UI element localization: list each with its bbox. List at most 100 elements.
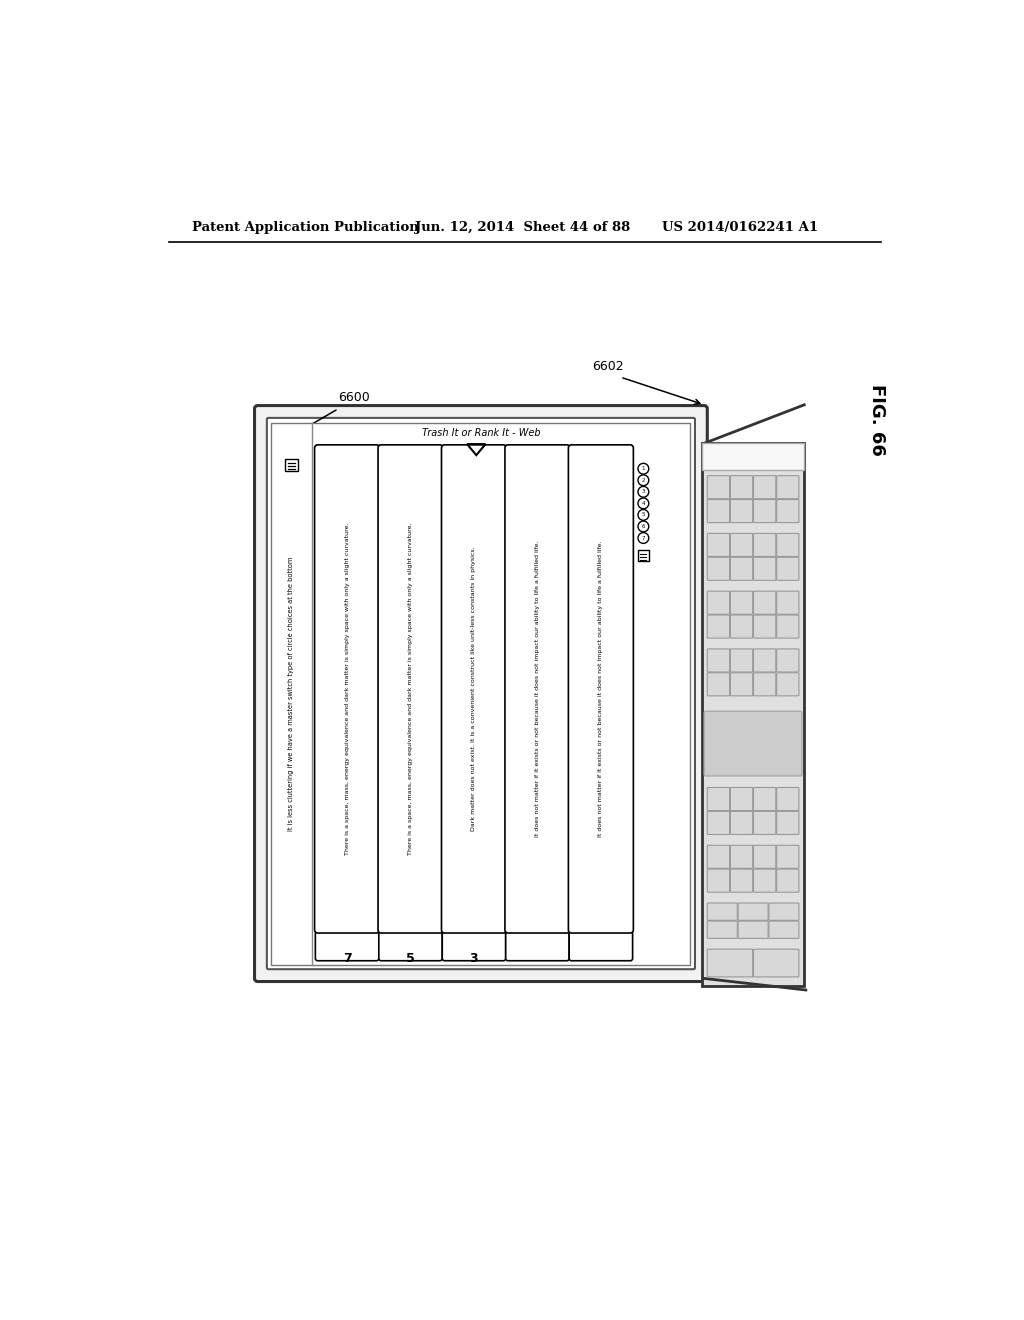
Text: FIG. 66: FIG. 66 (868, 384, 887, 457)
FancyBboxPatch shape (730, 591, 753, 614)
FancyBboxPatch shape (776, 673, 799, 696)
Text: There is a space, mass, energy equivalence and dark matter is simply space with : There is a space, mass, energy equivalen… (345, 523, 349, 855)
FancyBboxPatch shape (738, 903, 768, 920)
FancyBboxPatch shape (754, 812, 776, 834)
FancyBboxPatch shape (730, 812, 753, 834)
Text: 6602: 6602 (593, 360, 625, 372)
FancyBboxPatch shape (708, 949, 753, 977)
FancyBboxPatch shape (776, 475, 799, 499)
Text: It is less cluttering if we have a master switch type of circle choices at the b: It is less cluttering if we have a maste… (289, 556, 295, 830)
FancyBboxPatch shape (314, 445, 380, 933)
Text: 7: 7 (343, 952, 351, 965)
FancyBboxPatch shape (730, 475, 753, 499)
Text: 5: 5 (642, 512, 645, 517)
FancyBboxPatch shape (776, 557, 799, 581)
FancyBboxPatch shape (730, 869, 753, 892)
FancyBboxPatch shape (708, 557, 730, 581)
Text: 6610: 6610 (346, 871, 378, 884)
FancyBboxPatch shape (776, 591, 799, 614)
FancyBboxPatch shape (569, 932, 633, 961)
Text: There is a space, mass, energy equivalence and dark matter is simply space with : There is a space, mass, energy equivalen… (408, 523, 413, 855)
FancyBboxPatch shape (754, 649, 776, 672)
Text: 6600: 6600 (339, 391, 371, 404)
FancyBboxPatch shape (754, 845, 776, 869)
FancyBboxPatch shape (315, 932, 379, 961)
FancyBboxPatch shape (708, 673, 730, 696)
FancyBboxPatch shape (708, 869, 730, 892)
Text: 4: 4 (642, 500, 645, 506)
FancyBboxPatch shape (754, 591, 776, 614)
FancyBboxPatch shape (776, 499, 799, 523)
FancyBboxPatch shape (776, 649, 799, 672)
Text: 6606: 6606 (408, 822, 439, 834)
FancyBboxPatch shape (730, 499, 753, 523)
FancyBboxPatch shape (638, 550, 649, 561)
FancyBboxPatch shape (708, 845, 730, 869)
FancyBboxPatch shape (708, 903, 737, 920)
Text: It does not matter if it exists or not because it does not impact our ability to: It does not matter if it exists or not b… (598, 541, 603, 837)
FancyBboxPatch shape (267, 418, 695, 969)
FancyBboxPatch shape (754, 869, 776, 892)
Text: 5: 5 (407, 952, 415, 965)
Text: Dark matter does not exist. It is a convenient construct like unit-less constant: Dark matter does not exist. It is a conv… (471, 546, 476, 832)
FancyBboxPatch shape (730, 673, 753, 696)
FancyBboxPatch shape (754, 557, 776, 581)
FancyBboxPatch shape (776, 845, 799, 869)
FancyBboxPatch shape (708, 649, 730, 672)
FancyBboxPatch shape (568, 445, 634, 933)
FancyBboxPatch shape (708, 788, 730, 810)
FancyBboxPatch shape (705, 711, 802, 776)
FancyBboxPatch shape (730, 533, 753, 557)
Bar (701, 444, 804, 470)
FancyBboxPatch shape (506, 932, 569, 961)
FancyBboxPatch shape (442, 932, 506, 961)
FancyBboxPatch shape (776, 812, 799, 834)
FancyBboxPatch shape (708, 475, 730, 499)
Text: 1: 1 (642, 466, 645, 471)
Text: Patent Application Publication: Patent Application Publication (193, 222, 419, 234)
FancyBboxPatch shape (754, 949, 799, 977)
FancyBboxPatch shape (754, 533, 776, 557)
FancyBboxPatch shape (738, 921, 768, 939)
Text: It does not matter if it exists or not because it does not impact our ability to: It does not matter if it exists or not b… (535, 541, 540, 837)
FancyBboxPatch shape (708, 533, 730, 557)
FancyBboxPatch shape (286, 459, 298, 471)
FancyBboxPatch shape (441, 445, 507, 933)
Text: 3: 3 (642, 490, 645, 494)
FancyBboxPatch shape (754, 475, 776, 499)
Text: 3: 3 (470, 952, 478, 965)
FancyBboxPatch shape (505, 445, 570, 933)
Text: 2: 2 (642, 478, 645, 483)
Text: Jun. 12, 2014  Sheet 44 of 88: Jun. 12, 2014 Sheet 44 of 88 (416, 222, 631, 234)
FancyBboxPatch shape (769, 921, 799, 939)
Text: 6: 6 (642, 524, 645, 529)
FancyBboxPatch shape (730, 557, 753, 581)
Text: Trash It or Rank It - Web: Trash It or Rank It - Web (422, 428, 541, 438)
FancyBboxPatch shape (708, 615, 730, 638)
FancyBboxPatch shape (378, 445, 443, 933)
Text: US 2014/0162241 A1: US 2014/0162241 A1 (662, 222, 818, 234)
FancyBboxPatch shape (754, 788, 776, 810)
FancyBboxPatch shape (754, 615, 776, 638)
FancyBboxPatch shape (776, 869, 799, 892)
FancyBboxPatch shape (776, 788, 799, 810)
FancyBboxPatch shape (754, 673, 776, 696)
FancyBboxPatch shape (708, 591, 730, 614)
FancyBboxPatch shape (776, 615, 799, 638)
FancyBboxPatch shape (776, 533, 799, 557)
FancyBboxPatch shape (730, 845, 753, 869)
Bar (271, 422, 690, 965)
Text: 6608: 6608 (553, 726, 585, 739)
FancyBboxPatch shape (708, 499, 730, 523)
FancyBboxPatch shape (769, 903, 799, 920)
FancyBboxPatch shape (708, 921, 737, 939)
FancyBboxPatch shape (379, 932, 442, 961)
FancyBboxPatch shape (730, 649, 753, 672)
FancyBboxPatch shape (730, 615, 753, 638)
FancyBboxPatch shape (754, 499, 776, 523)
Text: 7: 7 (642, 536, 645, 540)
FancyBboxPatch shape (255, 405, 708, 982)
FancyBboxPatch shape (701, 444, 804, 986)
FancyBboxPatch shape (730, 788, 753, 810)
Text: 6604: 6604 (419, 556, 451, 569)
